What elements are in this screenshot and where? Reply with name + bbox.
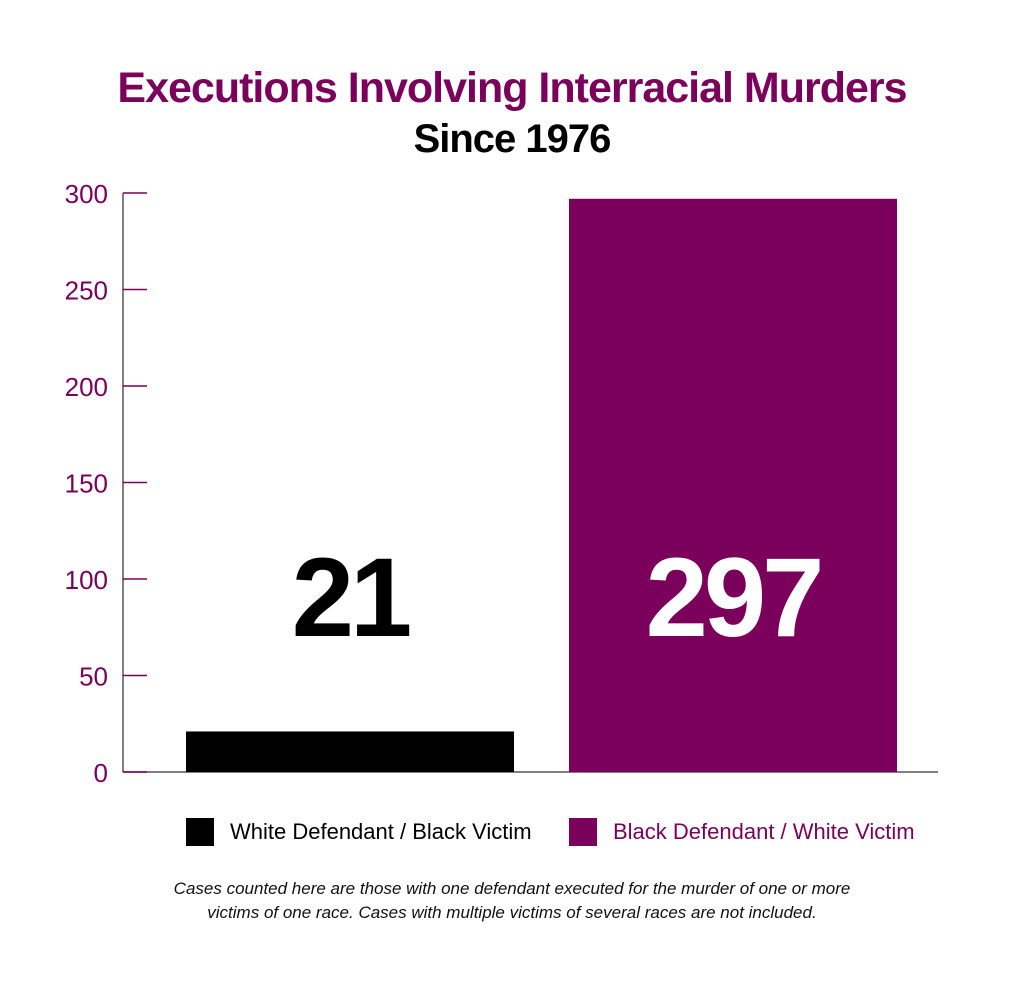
bar <box>186 731 514 772</box>
legend-label-black-defendant: Black Defendant / White Victim <box>613 819 915 844</box>
y-tick-label: 200 <box>65 372 108 402</box>
y-tick-label: 300 <box>65 179 108 209</box>
chart-subtitle: Since 1976 <box>413 117 612 161</box>
y-tick-label: 150 <box>65 469 108 499</box>
footnote-line-1: Cases counted here are those with one de… <box>173 879 851 898</box>
legend-label-white-defendant: White Defendant / Black Victim <box>230 819 532 844</box>
y-tick-label: 250 <box>65 276 108 306</box>
bar-value-label: 21 <box>292 535 410 660</box>
y-tick-label: 50 <box>79 662 108 692</box>
legend-swatch-black-defendant <box>569 818 597 846</box>
legend-swatch-white-defendant <box>186 818 214 846</box>
footnote-line-2: victims of one race. Cases with multiple… <box>207 903 817 922</box>
bar-value-label: 297 <box>646 535 821 660</box>
y-tick-label: 100 <box>65 565 108 595</box>
chart-title: Executions Involving Interracial Murders <box>117 64 907 112</box>
bar <box>569 198 897 773</box>
legend-item-white-defendant: White Defendant / Black Victim <box>186 817 532 847</box>
legend-item-black-defendant: Black Defendant / White Victim <box>569 817 915 847</box>
y-tick-label: 0 <box>94 758 108 788</box>
footnote: Cases counted here are those with one de… <box>0 877 1024 925</box>
